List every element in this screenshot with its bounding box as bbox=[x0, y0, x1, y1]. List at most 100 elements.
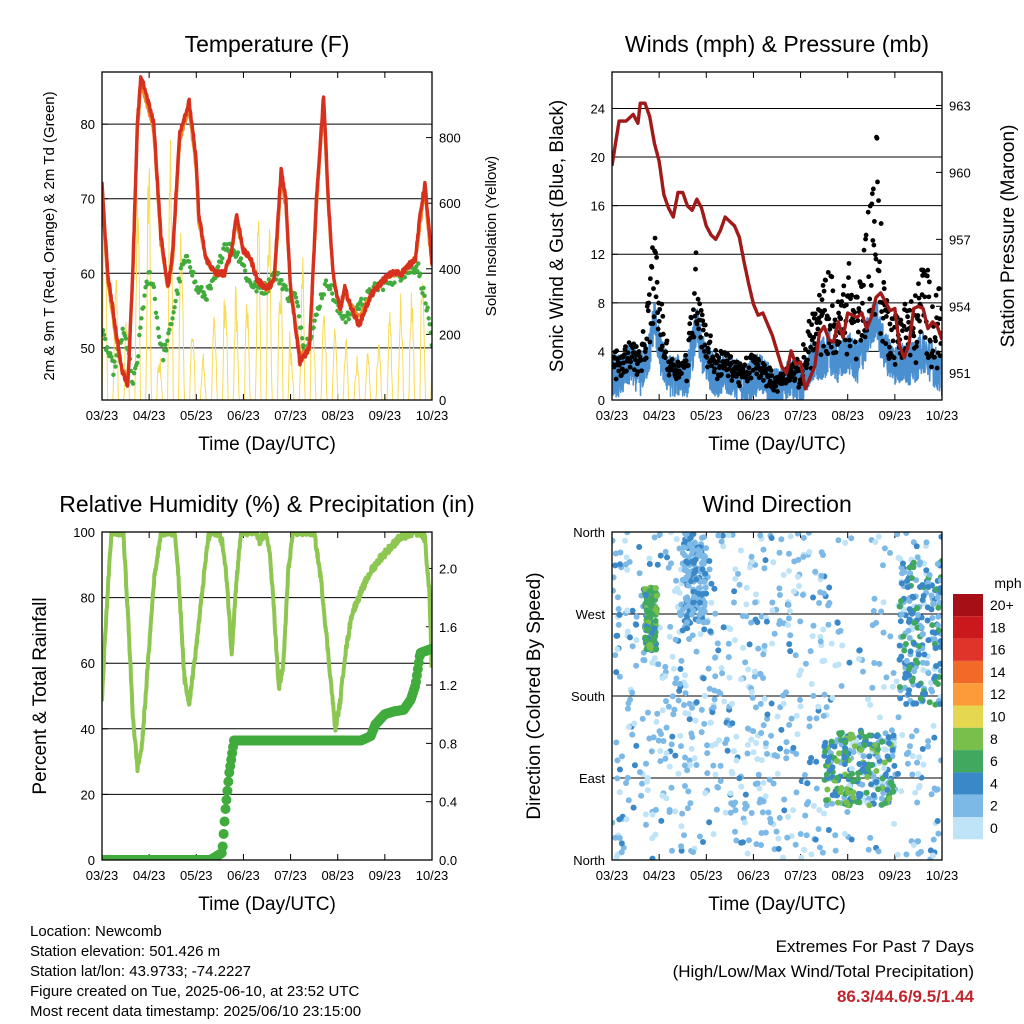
direction-point bbox=[770, 559, 777, 566]
direction-point bbox=[808, 851, 815, 858]
gust-point bbox=[638, 357, 644, 363]
dewpoint-point bbox=[166, 330, 171, 336]
direction-point bbox=[662, 755, 669, 762]
direction-point bbox=[800, 534, 807, 541]
gust-point bbox=[851, 319, 857, 325]
direction-point bbox=[906, 672, 913, 679]
direction-point bbox=[698, 560, 705, 567]
gust-point bbox=[906, 319, 912, 325]
dewpoint-point bbox=[165, 338, 170, 343]
gust-point bbox=[873, 252, 878, 258]
direction-point bbox=[784, 622, 791, 629]
info-created: Figure created on Tue, 2025-06-10, at 23… bbox=[30, 983, 360, 1000]
clip-temp-group bbox=[102, 75, 432, 400]
direction-point bbox=[887, 549, 894, 556]
direction-point bbox=[856, 761, 863, 768]
direction-point bbox=[684, 568, 691, 575]
gust-point bbox=[846, 261, 852, 266]
direction-point bbox=[878, 795, 885, 802]
legend-label: 2 bbox=[990, 798, 998, 814]
temp-xtick-label: 06/23 bbox=[227, 408, 260, 423]
gust-point bbox=[737, 383, 742, 389]
direction-point bbox=[744, 725, 751, 732]
gust-point bbox=[911, 333, 917, 339]
direction-point bbox=[752, 599, 759, 606]
direction-point bbox=[913, 543, 920, 550]
direction-point bbox=[917, 695, 924, 702]
direction-point bbox=[812, 836, 819, 843]
direction-point bbox=[700, 675, 707, 682]
direction-point bbox=[709, 742, 716, 749]
direction-point bbox=[812, 568, 819, 575]
rh-xtick-label: 06/23 bbox=[227, 868, 260, 883]
direction-point bbox=[742, 800, 749, 807]
direction-point bbox=[753, 841, 760, 848]
direction-point bbox=[717, 762, 724, 769]
direction-point bbox=[808, 755, 815, 762]
direction-point bbox=[820, 590, 827, 597]
wind-y2tick-label: 963 bbox=[949, 98, 971, 113]
dewpoint-point bbox=[279, 278, 284, 283]
direction-point bbox=[815, 703, 822, 710]
gust-point bbox=[700, 318, 706, 324]
gust-point bbox=[700, 327, 706, 333]
direction-point bbox=[903, 657, 910, 664]
dewpoint-point bbox=[108, 351, 113, 356]
temp-xtick-label: 09/23 bbox=[369, 408, 402, 423]
rh-y2tick-label: 0.4 bbox=[439, 795, 457, 810]
direction-point bbox=[614, 594, 621, 601]
direction-point bbox=[934, 560, 941, 567]
dewpoint-point bbox=[317, 304, 322, 309]
direction-point bbox=[835, 537, 842, 544]
direction-point bbox=[648, 603, 655, 610]
direction-point bbox=[690, 593, 697, 600]
direction-point bbox=[764, 715, 771, 722]
direction-point bbox=[745, 837, 752, 844]
direction-point bbox=[928, 791, 935, 798]
gust-point bbox=[800, 342, 806, 347]
direction-point bbox=[616, 789, 623, 796]
direction-point bbox=[898, 597, 905, 604]
dewpoint-point bbox=[380, 287, 386, 293]
direction-point bbox=[748, 736, 755, 743]
direction-point bbox=[622, 561, 629, 568]
direction-point bbox=[654, 561, 661, 568]
direction-point bbox=[653, 718, 660, 725]
gust-point bbox=[822, 307, 828, 313]
dewpoint-point bbox=[311, 325, 316, 330]
direction-point bbox=[665, 703, 672, 710]
gust-point bbox=[804, 365, 809, 371]
legend-swatch bbox=[953, 750, 983, 773]
direction-point bbox=[919, 746, 926, 753]
direction-point bbox=[682, 754, 689, 761]
dewpoint-point bbox=[155, 326, 161, 331]
direction-point bbox=[648, 748, 655, 755]
rh-ytick-label: 60 bbox=[81, 656, 95, 671]
direction-point bbox=[920, 666, 927, 673]
gust-point bbox=[836, 310, 842, 316]
direction-point bbox=[769, 599, 776, 606]
gust-point bbox=[890, 338, 896, 344]
gust-point bbox=[924, 351, 930, 357]
dewpoint-point bbox=[422, 293, 427, 298]
gust-point bbox=[849, 292, 854, 298]
direction-point bbox=[718, 538, 725, 545]
direction-point bbox=[764, 750, 771, 757]
wind-title: Winds (mph) & Pressure (mb) bbox=[625, 31, 929, 57]
gust-point bbox=[683, 352, 689, 358]
gust-point bbox=[675, 359, 681, 365]
legend-swatch bbox=[953, 817, 983, 840]
gust-point bbox=[631, 367, 637, 373]
direction-point bbox=[705, 665, 712, 672]
gust-point bbox=[903, 335, 909, 341]
direction-point bbox=[743, 584, 750, 591]
direction-point bbox=[665, 564, 672, 571]
direction-point bbox=[870, 608, 877, 615]
temp-y2tick-label: 400 bbox=[439, 262, 461, 277]
direction-point bbox=[734, 570, 741, 577]
direction-point bbox=[648, 630, 655, 637]
wind-frame bbox=[611, 71, 943, 401]
gust-point bbox=[743, 375, 749, 380]
temp-2m-line bbox=[102, 75, 432, 388]
direction-point bbox=[719, 532, 726, 539]
